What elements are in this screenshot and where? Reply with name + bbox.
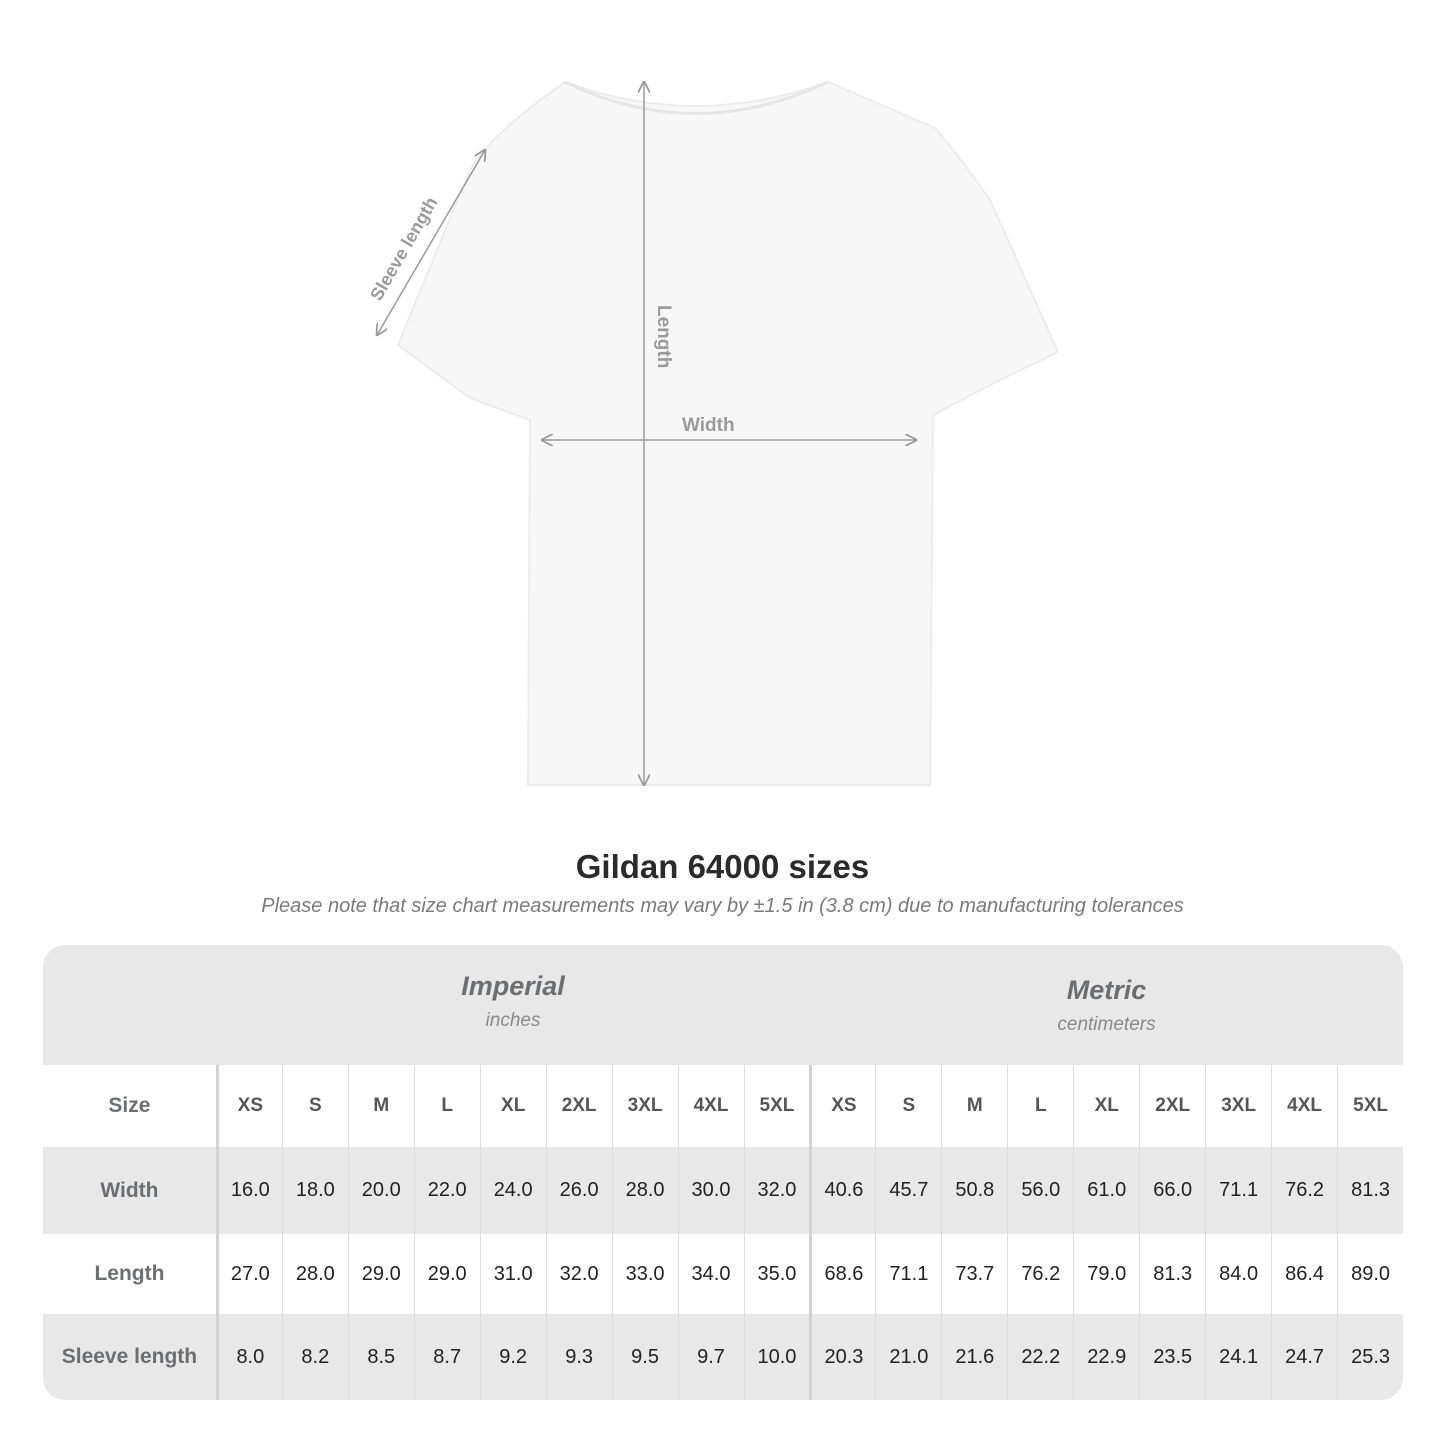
row-label: Length xyxy=(94,1262,165,1285)
table-cell: 30.0 xyxy=(677,1147,744,1234)
table-cell: 25.3 xyxy=(1337,1314,1403,1400)
metric-title: Metric xyxy=(1066,975,1147,1005)
table-cell: 33.0 xyxy=(611,1234,678,1314)
table-cell: 27.0 xyxy=(215,1234,282,1314)
table-cell: 61.0 xyxy=(1073,1147,1139,1234)
table-cell: 20.3 xyxy=(809,1314,875,1400)
size-header: XL xyxy=(1073,1065,1139,1147)
table-cell: 81.3 xyxy=(1139,1234,1205,1314)
imperial-unit: inches xyxy=(485,1010,541,1031)
table-cell: 9.3 xyxy=(545,1314,612,1400)
table-cell: 81.3 xyxy=(1337,1147,1403,1234)
size-header: 5XL xyxy=(1337,1065,1403,1147)
table-cell: 32.0 xyxy=(545,1234,612,1314)
table-cell: 76.2 xyxy=(1007,1234,1073,1314)
table-cell: 40.6 xyxy=(809,1147,875,1234)
table-cell: 71.1 xyxy=(875,1234,941,1314)
table-row: Sleeve length 8.0 8.2 8.5 8.7 9.2 9.3 9.5 9.7 10.… xyxy=(43,1314,1403,1400)
table-cell: 66.0 xyxy=(1139,1147,1205,1234)
size-header: L xyxy=(413,1065,480,1147)
size-header: M xyxy=(347,1065,414,1147)
table-cell: 73.7 xyxy=(941,1234,1007,1314)
table-cell: 31.0 xyxy=(479,1234,546,1314)
table-row: Width 16.0 18.0 20.0 22.0 24.0 26.0 28.0 30.0 32.… xyxy=(43,1147,1403,1234)
table-cell: 56.0 xyxy=(1007,1147,1073,1234)
table-cell: 23.5 xyxy=(1139,1314,1205,1400)
table-cell: 21.6 xyxy=(941,1314,1007,1400)
size-header: S xyxy=(281,1065,348,1147)
table-cell: 28.0 xyxy=(281,1234,348,1314)
length-label: Length xyxy=(653,305,674,368)
size-table: Imperial inches Metric centimeters Size X… xyxy=(43,945,1403,1400)
size-header: 3XL xyxy=(1205,1065,1271,1147)
metric-header: Metric centimeters xyxy=(810,945,1403,1065)
size-header: 4XL xyxy=(1271,1065,1337,1147)
size-header: M xyxy=(941,1065,1007,1147)
table-row: Length 27.0 28.0 29.0 29.0 31.0 32.0 33.0 34.0 35… xyxy=(43,1234,1403,1314)
metric-unit: centimeters xyxy=(1057,1014,1156,1035)
size-header: XS xyxy=(215,1065,282,1147)
size-header: XL xyxy=(479,1065,546,1147)
table-cell: 22.0 xyxy=(413,1147,480,1234)
table-cell: 84.0 xyxy=(1205,1234,1271,1314)
table-cell: 8.0 xyxy=(215,1314,282,1400)
table-cell: 45.7 xyxy=(875,1147,941,1234)
table-cell: 71.1 xyxy=(1205,1147,1271,1234)
table-cell: 29.0 xyxy=(413,1234,480,1314)
tolerance-note: Please note that size chart measurements… xyxy=(261,895,1184,917)
table-cell: 10.0 xyxy=(743,1314,810,1400)
table-cell: 9.2 xyxy=(479,1314,546,1400)
table-cell: 29.0 xyxy=(347,1234,414,1314)
table-cell: 22.9 xyxy=(1073,1314,1139,1400)
size-header: S xyxy=(875,1065,941,1147)
table-cell: 20.0 xyxy=(347,1147,414,1234)
table-cell: 24.1 xyxy=(1205,1314,1271,1400)
table-cell: 24.0 xyxy=(479,1147,546,1234)
imperial-title: Imperial xyxy=(461,971,565,1001)
row-label: Width xyxy=(100,1178,159,1202)
table-cell: 16.0 xyxy=(215,1147,282,1234)
table-cell: 8.7 xyxy=(413,1314,480,1400)
size-header: 4XL xyxy=(677,1065,744,1147)
imperial-header: Imperial inches xyxy=(216,945,810,1065)
table-cell: 68.6 xyxy=(809,1234,875,1314)
table-cell: 34.0 xyxy=(677,1234,744,1314)
width-label: Width xyxy=(682,415,735,436)
row-label: Size xyxy=(108,1094,151,1117)
page-title: Gildan 64000 sizes xyxy=(575,848,870,885)
size-header: 3XL xyxy=(611,1065,678,1147)
table-cell: 76.2 xyxy=(1271,1147,1337,1234)
size-header-row: Size XS S M L XL 2XL 3XL 4XL 5XL XS S M L XL 2XL 3XL 4XL 5… xyxy=(43,1065,1403,1147)
table-cell: 8.5 xyxy=(347,1314,414,1400)
tshirt-diagram: Length Width Sleeve length xyxy=(366,80,1060,820)
table-cell: 22.2 xyxy=(1007,1314,1073,1400)
size-header: 2XL xyxy=(1139,1065,1205,1147)
table-cell: 24.7 xyxy=(1271,1314,1337,1400)
table-cell: 18.0 xyxy=(281,1147,348,1234)
table-cell: 79.0 xyxy=(1073,1234,1139,1314)
row-label: Sleeve length xyxy=(61,1345,198,1368)
table-cell: 9.5 xyxy=(611,1314,678,1400)
table-cell: 26.0 xyxy=(545,1147,612,1234)
tshirt-shape xyxy=(396,80,1060,786)
table-cell: 21.0 xyxy=(875,1314,941,1400)
table-cell: 28.0 xyxy=(611,1147,678,1234)
size-header: 5XL xyxy=(743,1065,810,1147)
table-cell: 32.0 xyxy=(743,1147,810,1234)
size-header: XS xyxy=(809,1065,875,1147)
table-cell: 9.7 xyxy=(677,1314,744,1400)
sleeve-arrow xyxy=(377,150,485,335)
size-header: 2XL xyxy=(545,1065,612,1147)
table-cell: 35.0 xyxy=(743,1234,810,1314)
table-cell: 89.0 xyxy=(1337,1234,1403,1314)
table-cell: 50.8 xyxy=(941,1147,1007,1234)
table-cell: 86.4 xyxy=(1271,1234,1337,1314)
table-cell: 8.2 xyxy=(281,1314,348,1400)
size-header: L xyxy=(1007,1065,1073,1147)
